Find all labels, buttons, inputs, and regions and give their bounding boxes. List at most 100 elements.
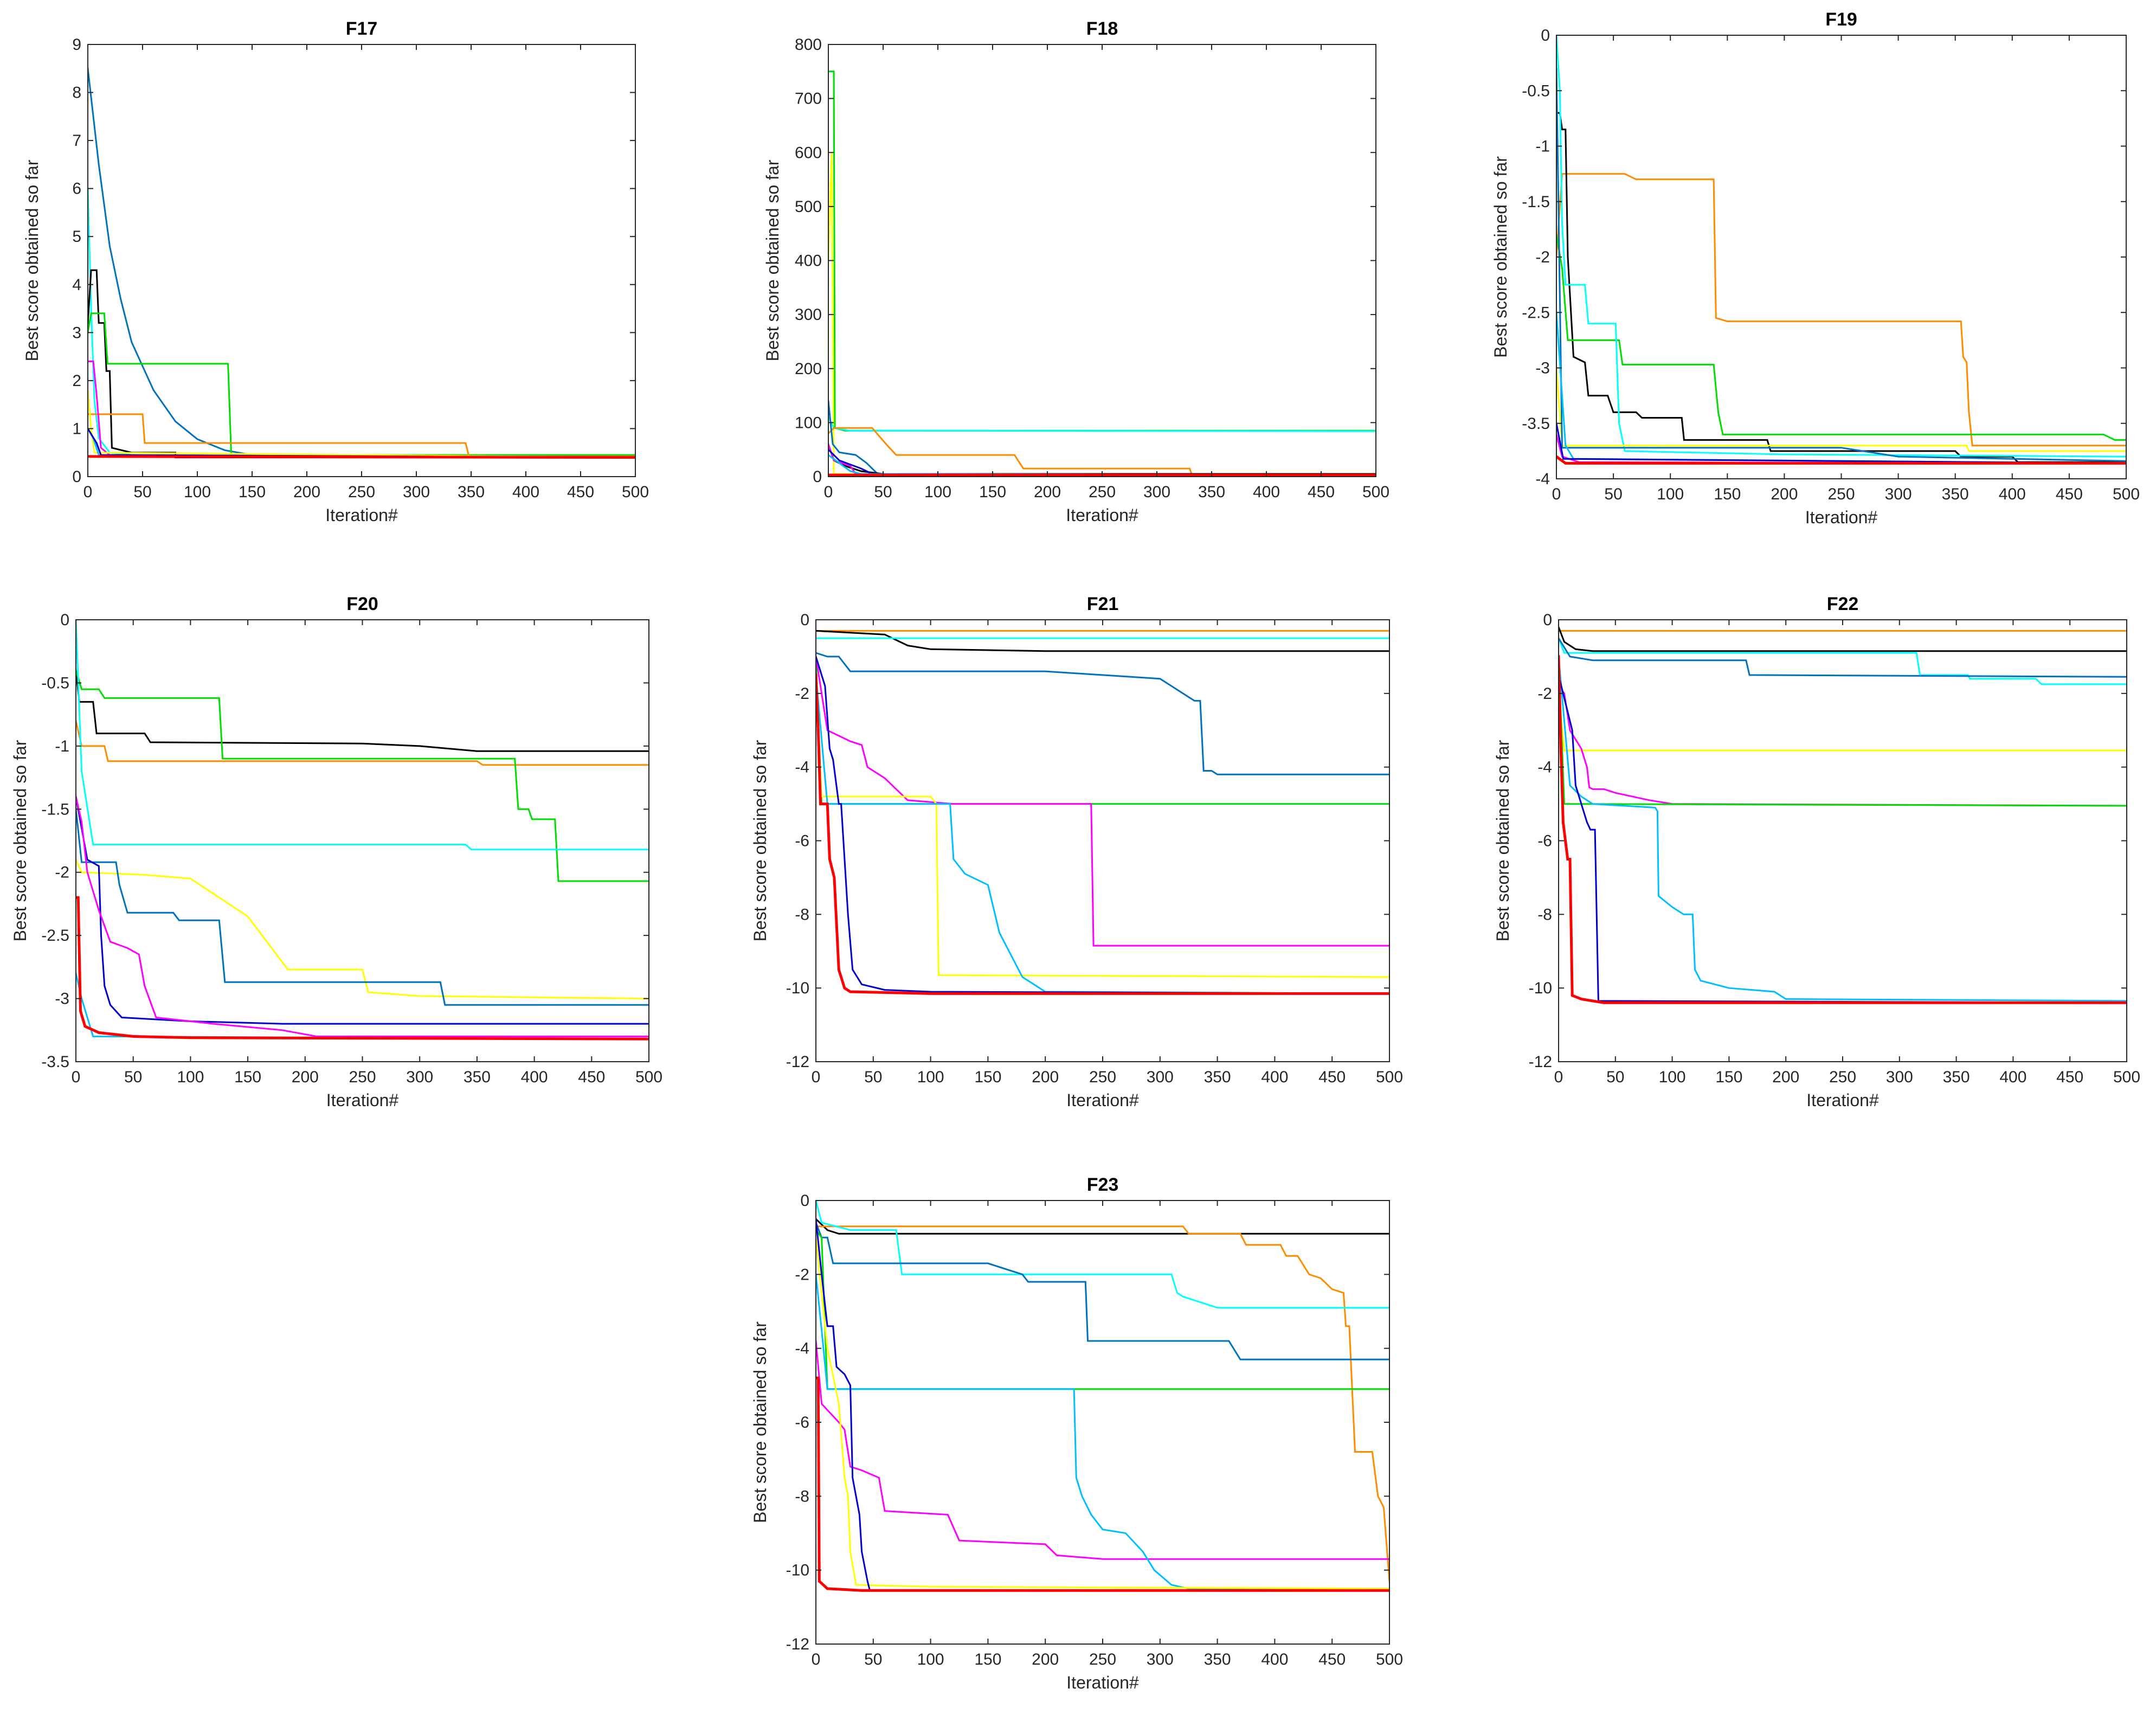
y-tick-label: 1: [72, 420, 81, 438]
series-line-green: [76, 669, 649, 882]
plot-area: [1559, 620, 2127, 1062]
x-tick-label: 300: [1886, 1068, 1913, 1086]
plot-area: [816, 620, 1389, 1062]
x-tick-label: 150: [234, 1068, 261, 1086]
chart-title: F20: [346, 594, 378, 614]
x-tick-label: 100: [924, 483, 951, 501]
y-tick-label: 5: [72, 228, 81, 246]
y-tick-label: 0: [1541, 27, 1550, 44]
x-tick-label: 400: [1253, 483, 1280, 501]
x-tick-label: 300: [1885, 485, 1912, 503]
y-tick-label: -2: [795, 685, 809, 703]
x-tick-label: 200: [1034, 483, 1061, 501]
x-tick-label: 350: [1942, 485, 1969, 503]
series-line-cyan: [1556, 35, 2126, 458]
x-tick-label: 150: [974, 1068, 1001, 1086]
series-line-black: [76, 669, 649, 752]
x-tick-label: 350: [458, 483, 485, 501]
series-line-red: [1559, 655, 2127, 1004]
x-tick-label: 450: [2056, 485, 2083, 503]
y-tick-label: 600: [795, 144, 822, 162]
y-tick-label: -2: [1535, 248, 1550, 266]
chart-panel-f21: 0 50 100 150 200 250 300 350 400 450 500 0 -2 -4 -6 -8 -…: [750, 594, 1403, 1110]
x-tick-label: 400: [1999, 1068, 2026, 1086]
series-line-orange: [76, 720, 649, 766]
series-line-orange: [1556, 173, 2126, 447]
x-axis-label: Iteration#: [1806, 1090, 1879, 1110]
y-axis-label: Best score obtained so far: [22, 159, 42, 361]
chart-panel-f17: 0 50 100 150 200 250 300 350 400 450 500 0 1 2 3 4 5 6 7 8 9…: [22, 18, 649, 525]
series-line-orange: [828, 427, 1376, 476]
y-axis-label: Best score obtained so far: [1491, 156, 1510, 358]
y-tick-label: -1.5: [1522, 193, 1550, 211]
series-line-black: [1559, 626, 2127, 652]
y-tick-label: 700: [795, 90, 822, 108]
x-axis-label: Iteration#: [1066, 505, 1138, 525]
y-tick-label: -10: [786, 979, 809, 997]
series-line-light-blue: [816, 674, 1389, 994]
x-tick-label: 50: [874, 483, 892, 501]
x-tick-label: 250: [1829, 1068, 1856, 1086]
chart-panel-f23: 0 50 100 150 200 250 300 350 400 450 500 0 -2 -4 -6 -8 -…: [750, 1174, 1403, 1692]
x-tick-label: 200: [293, 483, 320, 501]
plot-area: [828, 44, 1376, 477]
x-tick-label: 350: [1943, 1068, 1970, 1086]
y-tick-label: -12: [786, 1053, 809, 1071]
series-line-yellow: [88, 389, 635, 459]
series-line-dark-blue: [76, 795, 649, 1025]
x-tick-label: 0: [812, 1651, 821, 1668]
y-tick-label: -4: [795, 1340, 809, 1358]
y-tick-label: -10: [1529, 979, 1552, 997]
series-group: [76, 620, 649, 1041]
x-tick-label: 350: [464, 1068, 491, 1086]
series-line-red: [816, 1376, 1389, 1592]
x-tick-label: 400: [1261, 1068, 1288, 1086]
x-tick-label: 350: [1198, 483, 1225, 501]
x-tick-label: 450: [2056, 1068, 2083, 1086]
x-axis-label: Iteration#: [1066, 1090, 1139, 1110]
y-tick-label: 0: [813, 468, 822, 486]
x-tick-label: 500: [2113, 1068, 2140, 1086]
x-tick-label: 500: [635, 1068, 662, 1086]
series-line-cyan: [816, 1201, 1389, 1309]
series-line-red: [816, 673, 1389, 995]
y-tick-label: 6: [72, 180, 81, 198]
x-tick-label: 200: [292, 1068, 319, 1086]
x-axis-label: Iteration#: [325, 505, 398, 525]
series-line-red: [76, 896, 649, 1041]
x-tick-label: 100: [1659, 1068, 1686, 1086]
y-tick-label: 0: [1543, 611, 1552, 629]
y-tick-label: -12: [1529, 1053, 1552, 1071]
series-line-yellow: [76, 858, 649, 1000]
y-tick-label: 3: [72, 324, 81, 342]
x-tick-label: 300: [1143, 483, 1170, 501]
series-line-yellow: [1556, 367, 2126, 452]
y-tick-label: 0: [800, 611, 809, 629]
y-tick-label: 0: [60, 611, 69, 629]
y-tick-label: 200: [795, 360, 822, 378]
x-tick-label: 100: [917, 1068, 944, 1086]
y-tick-label: -2.5: [41, 927, 69, 945]
x-tick-label: 0: [812, 1068, 821, 1086]
chart-title: F21: [1087, 594, 1119, 614]
x-tick-label: 500: [1362, 483, 1389, 501]
x-tick-label: 100: [1657, 485, 1684, 503]
x-tick-label: 150: [1714, 485, 1741, 503]
y-tick-label: -1: [55, 737, 69, 755]
y-tick-label: -4: [795, 759, 809, 776]
series-line-cyan: [1559, 637, 2127, 685]
y-tick-label: -3.5: [41, 1053, 69, 1071]
y-tick-label: 9: [72, 36, 81, 54]
y-axis-label: Best score obtained so far: [1493, 740, 1513, 941]
y-tick-label: -3.5: [1522, 415, 1550, 433]
x-tick-label: 250: [1089, 1068, 1116, 1086]
series-line-magenta: [76, 795, 649, 1037]
chart-title: F22: [1827, 594, 1859, 614]
series-line-steel-blue: [1556, 67, 2126, 462]
plot-area: [1556, 35, 2126, 479]
y-tick-label: 0: [800, 1192, 809, 1210]
chart-title: F19: [1825, 9, 1857, 30]
x-tick-label: 50: [133, 483, 151, 501]
chart-panel-f18: 0 50 100 150 200 250 300 350 400 450 500 0 100 200 300…: [763, 18, 1389, 525]
y-tick-label: -6: [795, 1414, 809, 1431]
